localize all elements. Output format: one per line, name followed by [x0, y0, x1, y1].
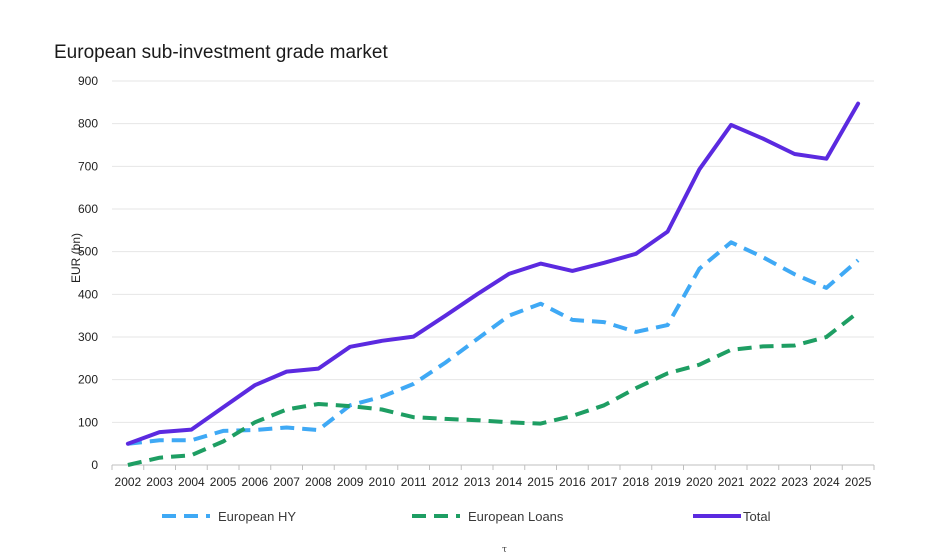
x-tick-label: 2019	[654, 475, 681, 489]
x-axis-tick-labels: 2002 2003 2004 2005 2006 2007 2008 2009 2010 2011…	[115, 475, 872, 489]
y-tick-label: 400	[78, 287, 98, 301]
x-axis	[111, 464, 875, 470]
x-tick-label: 2003	[146, 475, 173, 489]
legend-label: European Loans	[468, 509, 564, 524]
y-axis-tick-labels: 0 100 200 300 400 500 600 700 800 900	[78, 74, 98, 472]
y-tick-label: 700	[78, 159, 98, 173]
x-tick-label: 2021	[718, 475, 745, 489]
y-tick-label: 200	[78, 373, 98, 387]
legend-label: Total	[743, 509, 771, 524]
y-tick-label: 900	[78, 74, 98, 88]
x-tick-label: 2013	[464, 475, 491, 489]
series-line-total	[125, 101, 861, 446]
x-tick-label: 2023	[781, 475, 808, 489]
x-tick-label: 2022	[750, 475, 777, 489]
y-tick-label: 600	[78, 202, 98, 216]
x-tick-label: 2018	[623, 475, 650, 489]
series-lines	[125, 101, 861, 467]
x-tick-label: 2016	[559, 475, 586, 489]
x-tick-label: 2002	[115, 475, 142, 489]
x-tick-label: 2015	[527, 475, 554, 489]
y-tick-label: 0	[91, 458, 98, 472]
x-tick-label: 2008	[305, 475, 332, 489]
x-tick-label: 2017	[591, 475, 618, 489]
y-tick-label: 800	[78, 117, 98, 131]
chart-title: European sub-investment grade market	[54, 42, 388, 63]
x-tick-label: 2024	[813, 475, 840, 489]
y-tick-label: 500	[78, 245, 98, 259]
x-tick-label: 2025	[845, 475, 872, 489]
legend: European HY European Loans Total	[162, 509, 771, 524]
x-tick-label: 2007	[273, 475, 300, 489]
x-tick-label: 2020	[686, 475, 713, 489]
y-tick-label: 100	[78, 415, 98, 429]
x-tick-label: 2010	[369, 475, 396, 489]
x-tick-label: 2006	[242, 475, 269, 489]
footnote-mark: τ	[502, 545, 507, 555]
x-tick-label: 2004	[178, 475, 205, 489]
x-tick-label: 2011	[401, 475, 427, 489]
legend-label: European HY	[218, 509, 296, 524]
grid-lines	[112, 80, 874, 423]
x-tick-label: 2012	[432, 475, 459, 489]
x-tick-label: 2014	[496, 475, 523, 489]
series-line-european-hy	[127, 240, 860, 446]
x-tick-label: 2009	[337, 475, 364, 489]
y-tick-label: 300	[78, 330, 98, 344]
y-axis-label: EUR (bn)	[69, 233, 83, 283]
series-line-european-loans	[127, 310, 860, 467]
x-tick-label: 2005	[210, 475, 237, 489]
